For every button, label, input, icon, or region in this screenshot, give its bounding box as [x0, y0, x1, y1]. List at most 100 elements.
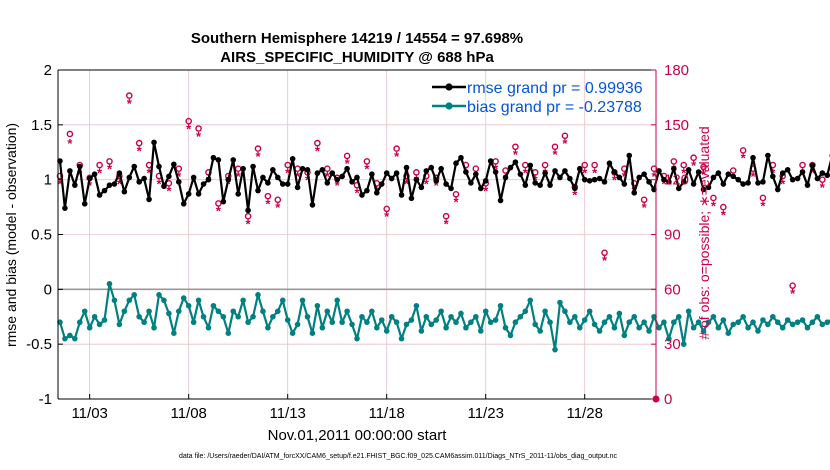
bias-point	[146, 308, 152, 315]
rmse-point	[156, 163, 162, 170]
obs-possible-marker	[561, 132, 569, 140]
bias-point	[750, 319, 756, 326]
rmse-point	[423, 168, 430, 174]
rmse-point	[398, 192, 405, 198]
bias-point	[359, 313, 365, 320]
rmse-point	[527, 162, 534, 169]
obs-possible-marker	[106, 158, 113, 165]
bias-point	[666, 335, 672, 342]
obs-evaluated-marker: *	[404, 176, 410, 191]
obs-evaluated-marker: *	[750, 169, 756, 184]
obs-evaluated-marker: *	[434, 178, 440, 193]
rmse-point	[334, 176, 340, 183]
rmse-series	[57, 139, 830, 214]
bias-point	[735, 319, 741, 326]
rmse-point	[611, 169, 618, 175]
rmse-point	[57, 158, 63, 164]
bias-point	[596, 328, 603, 334]
rmse-point	[151, 139, 157, 146]
bias-point	[349, 321, 355, 328]
bias-point	[418, 328, 425, 334]
rmse-point	[666, 179, 672, 185]
obs-evaluated-marker: *	[790, 286, 796, 301]
bias-point	[101, 317, 108, 323]
rmse-point	[270, 166, 276, 173]
obs-evaluated-marker: *	[117, 176, 123, 191]
rmse-point	[438, 165, 444, 172]
rmse-point	[621, 181, 628, 187]
rmse-point	[458, 154, 464, 161]
rmse-point	[76, 163, 83, 170]
bias-point	[477, 328, 484, 334]
y-axis-left-label: rmse and bias (model - observation)	[3, 123, 19, 347]
obs-possible-marker	[472, 165, 480, 172]
rmse-point	[715, 170, 722, 176]
bias-point	[433, 317, 440, 323]
obs-possible-marker	[185, 117, 192, 125]
obs-evaluated-marker: *	[186, 121, 192, 136]
rmse-point	[86, 175, 93, 182]
rmse-point	[497, 197, 504, 204]
rmse-point	[784, 166, 791, 173]
bias-point	[324, 308, 331, 315]
rmse-point	[705, 184, 712, 191]
bias-point	[710, 313, 717, 320]
rmse-point	[349, 179, 355, 185]
obs-evaluated-marker: *	[760, 198, 766, 213]
bias-point	[398, 335, 405, 342]
rmse-point	[671, 165, 677, 172]
bias-point	[740, 313, 746, 320]
rmse-point	[359, 192, 365, 198]
rmse-point	[710, 174, 717, 181]
rmse-point	[814, 175, 821, 182]
bias-point	[552, 346, 558, 353]
rmse-point	[166, 173, 172, 180]
obs-evaluated-marker: *	[572, 187, 578, 202]
obs-evaluated-marker: *	[681, 165, 687, 180]
bias-point	[492, 317, 499, 323]
rmse-point	[220, 198, 227, 205]
rmse-point	[111, 181, 118, 187]
rmse-point	[210, 154, 217, 161]
bias-point	[656, 324, 662, 331]
rmse-point	[299, 165, 306, 172]
bias-point	[126, 297, 133, 304]
bias-point	[57, 319, 63, 326]
rmse-point	[641, 171, 647, 177]
rmse-point	[378, 181, 385, 187]
obs-possible-marker	[710, 194, 717, 202]
bias-point	[284, 317, 291, 323]
obs-possible-marker	[581, 161, 589, 169]
obs-evaluated-marker: *	[483, 184, 489, 199]
rmse-point	[383, 170, 390, 176]
rmse-point	[171, 161, 177, 168]
rmse-point	[314, 170, 321, 176]
bias-point	[502, 324, 509, 331]
bias-point	[388, 313, 395, 320]
obs-evaluated-marker: *	[651, 169, 657, 184]
obs-possible-marker	[541, 161, 549, 169]
legend-rmse-marker	[445, 83, 453, 91]
obs-evaluated-marker: *	[265, 196, 271, 211]
bias-point	[265, 324, 271, 331]
rmse-point	[468, 180, 474, 186]
rmse-point	[487, 158, 494, 164]
rmse-point	[522, 182, 529, 188]
rmse-point	[180, 200, 187, 207]
bias-point	[403, 321, 410, 328]
rmse-point	[616, 174, 623, 181]
obs-evaluated-marker: *	[97, 165, 103, 180]
bias-point	[309, 330, 316, 337]
rmse-point	[572, 185, 578, 192]
obs-evaluated-marker: *	[602, 253, 608, 268]
rmse-point	[369, 171, 375, 177]
rmse-point	[562, 168, 568, 174]
bias-point	[720, 317, 727, 323]
x-tick-label: 11/28	[566, 405, 602, 422]
rmse-point	[581, 176, 588, 183]
rmse-point	[344, 165, 350, 172]
bias-point	[755, 328, 761, 334]
bias-point	[344, 308, 350, 315]
bias-point	[537, 328, 543, 334]
obs-possible-marker	[442, 212, 450, 220]
